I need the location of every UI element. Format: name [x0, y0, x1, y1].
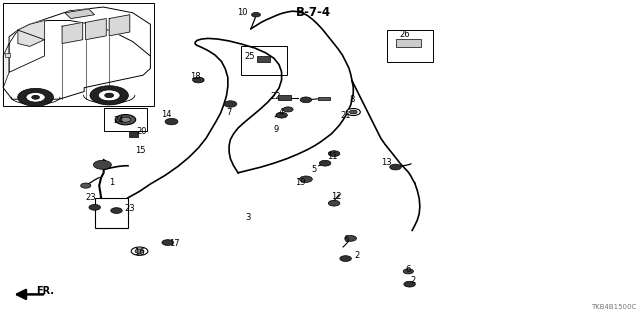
- Polygon shape: [3, 20, 150, 99]
- Circle shape: [89, 204, 100, 210]
- Text: 18: 18: [190, 72, 200, 81]
- Text: 9: 9: [274, 125, 279, 134]
- Text: 19: 19: [296, 178, 306, 187]
- Circle shape: [390, 164, 401, 170]
- Circle shape: [345, 236, 356, 241]
- Text: 13: 13: [381, 158, 392, 167]
- Polygon shape: [18, 20, 44, 46]
- Circle shape: [93, 160, 111, 169]
- Text: 15: 15: [136, 146, 146, 155]
- Text: 21: 21: [340, 111, 351, 120]
- Text: 14: 14: [161, 110, 172, 119]
- Circle shape: [340, 256, 351, 261]
- Text: 5: 5: [311, 165, 316, 174]
- Text: 24: 24: [113, 116, 124, 124]
- Text: 20: 20: [137, 127, 147, 136]
- Circle shape: [300, 176, 312, 182]
- Circle shape: [32, 95, 40, 99]
- Bar: [387, 30, 433, 62]
- Text: 7: 7: [227, 108, 232, 116]
- Bar: [396, 39, 421, 47]
- Bar: [104, 108, 147, 131]
- Circle shape: [165, 118, 178, 125]
- Text: 17: 17: [169, 239, 179, 248]
- Text: FR.: FR.: [36, 286, 54, 296]
- Circle shape: [403, 269, 413, 274]
- Polygon shape: [65, 9, 95, 19]
- Circle shape: [404, 281, 415, 287]
- Polygon shape: [109, 15, 130, 36]
- Text: 12: 12: [332, 192, 342, 201]
- Circle shape: [346, 108, 360, 116]
- Circle shape: [99, 90, 120, 101]
- Polygon shape: [18, 7, 150, 56]
- Text: 6: 6: [406, 265, 411, 274]
- Text: TKB4B1500C: TKB4B1500C: [591, 304, 637, 310]
- Circle shape: [328, 151, 340, 156]
- Polygon shape: [9, 30, 44, 72]
- Circle shape: [193, 77, 204, 83]
- Bar: [318, 97, 330, 100]
- Circle shape: [115, 115, 136, 125]
- Text: 3: 3: [246, 213, 251, 222]
- Circle shape: [319, 160, 331, 166]
- Bar: [4, 53, 10, 57]
- Bar: [241, 46, 287, 75]
- Circle shape: [111, 208, 122, 213]
- Circle shape: [26, 92, 45, 102]
- Circle shape: [131, 247, 148, 255]
- Text: 26: 26: [399, 30, 410, 39]
- Circle shape: [252, 12, 260, 17]
- Text: 2: 2: [355, 252, 360, 260]
- Circle shape: [276, 112, 287, 118]
- Text: 23: 23: [86, 193, 96, 202]
- Bar: [3, 3, 154, 106]
- Text: B-7-4: B-7-4: [296, 6, 331, 19]
- Text: 10: 10: [237, 8, 247, 17]
- Circle shape: [349, 110, 357, 114]
- Bar: [278, 95, 291, 100]
- Bar: [95, 198, 128, 228]
- Circle shape: [18, 88, 54, 106]
- Text: 16: 16: [134, 248, 145, 257]
- Bar: [257, 56, 270, 62]
- Polygon shape: [3, 44, 9, 88]
- Text: 22: 22: [270, 92, 280, 100]
- Text: 8: 8: [349, 95, 355, 104]
- Circle shape: [224, 101, 237, 107]
- Text: 1: 1: [109, 178, 115, 187]
- Circle shape: [300, 97, 312, 103]
- Text: 25: 25: [244, 52, 255, 60]
- Text: 2: 2: [410, 276, 415, 285]
- Circle shape: [105, 93, 114, 98]
- Circle shape: [283, 107, 293, 112]
- Bar: [129, 132, 138, 137]
- Polygon shape: [86, 19, 106, 40]
- Text: 6: 6: [343, 236, 348, 244]
- Circle shape: [162, 240, 173, 245]
- Text: 23: 23: [124, 204, 134, 212]
- Circle shape: [120, 117, 131, 122]
- Circle shape: [90, 86, 129, 105]
- Text: 11: 11: [328, 152, 338, 161]
- Polygon shape: [62, 22, 83, 44]
- Circle shape: [328, 200, 340, 206]
- Circle shape: [81, 183, 91, 188]
- Circle shape: [135, 249, 144, 253]
- Text: 4: 4: [279, 108, 284, 116]
